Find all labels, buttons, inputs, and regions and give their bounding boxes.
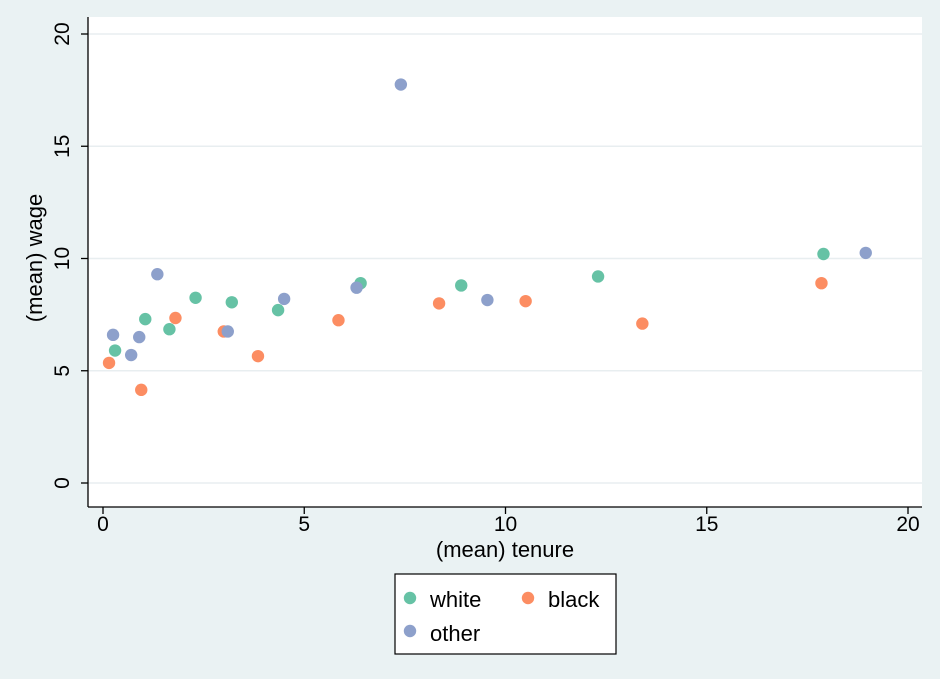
legend-marker-white xyxy=(403,591,417,605)
gridlines xyxy=(88,33,922,484)
data-point-white xyxy=(225,296,238,309)
data-point-black xyxy=(135,383,148,397)
data-point-black xyxy=(332,314,345,327)
data-point-white xyxy=(271,303,285,317)
x-axis-label: (mean) tenure xyxy=(436,537,574,562)
data-point-white xyxy=(455,279,468,292)
data-point-black xyxy=(815,276,828,290)
data-point-white xyxy=(591,270,605,283)
axes: 0 5 10 15 20 0 5 10 15 20 xyxy=(51,17,922,536)
data-point-white xyxy=(163,323,176,336)
data-point-black xyxy=(251,349,265,363)
data-point-white xyxy=(139,312,152,326)
data-point-other xyxy=(151,268,164,281)
data-point-white xyxy=(108,344,122,357)
data-point-black xyxy=(102,356,116,370)
data-point-other xyxy=(221,325,234,338)
data-point-black xyxy=(636,317,649,330)
data-point-other xyxy=(481,293,494,307)
y-tick-label: 5 xyxy=(51,365,74,377)
legend-box xyxy=(394,573,617,655)
y-tick-label: 15 xyxy=(51,135,74,158)
x-tick-label: 10 xyxy=(494,513,517,536)
data-point-other xyxy=(394,78,408,91)
data-point-other xyxy=(133,330,146,344)
data-point-black xyxy=(519,294,532,308)
data-point-other xyxy=(350,281,363,294)
data-point-other xyxy=(859,246,872,260)
x-tick-label: 0 xyxy=(97,513,109,536)
x-tick-label: 15 xyxy=(695,513,718,536)
data-point-other xyxy=(106,328,120,342)
data-point-black xyxy=(432,297,446,310)
x-tick-label: 20 xyxy=(896,513,919,536)
y-axis-label: (mean) wage xyxy=(22,194,47,322)
plot-area xyxy=(88,17,922,507)
data-point-white xyxy=(817,247,830,261)
legend-marker-black xyxy=(521,591,535,605)
data-point-other xyxy=(277,292,291,306)
x-tick-label: 5 xyxy=(298,513,310,536)
legend-label-white: white xyxy=(429,587,481,612)
data-point-black xyxy=(169,311,182,325)
y-tick-label: 20 xyxy=(51,22,74,45)
legend-label-black: black xyxy=(548,587,600,612)
data-point-other xyxy=(124,348,138,362)
legend-marker-other xyxy=(403,624,417,638)
legend-label-other: other xyxy=(430,621,480,646)
legend: white black other xyxy=(394,573,617,655)
y-tick-label: 10 xyxy=(51,247,74,270)
data-points xyxy=(102,78,872,397)
y-tick-label: 0 xyxy=(51,477,74,489)
data-point-white xyxy=(189,291,202,304)
